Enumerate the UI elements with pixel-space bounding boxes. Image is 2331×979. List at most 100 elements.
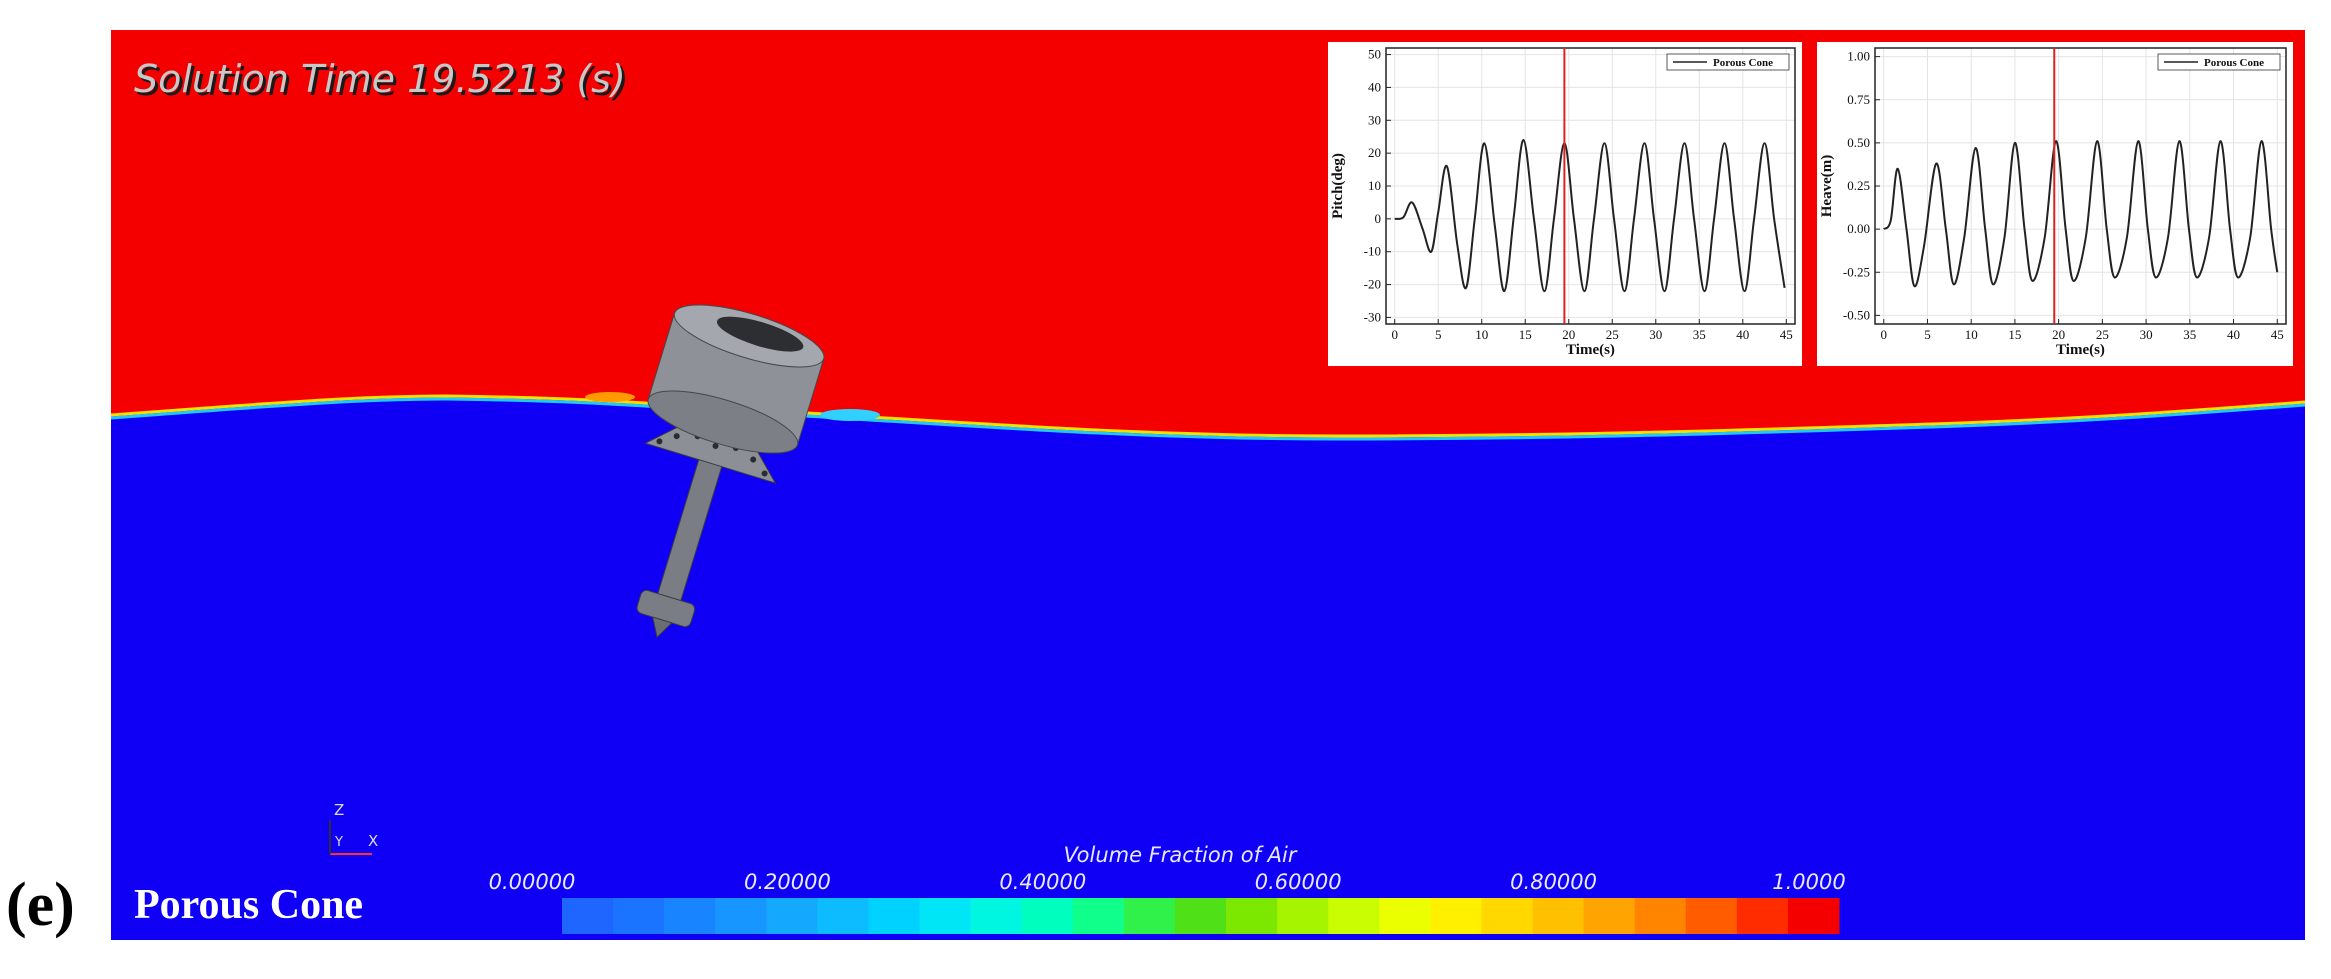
colorbar-band [1481, 898, 1534, 934]
x-tick-label: 15 [2008, 327, 2021, 342]
x-tick-label: 45 [1780, 327, 1793, 342]
x-tick-label: 30 [2140, 327, 2153, 342]
legend-box [1666, 53, 1790, 71]
y-tick-label: 0.00 [1847, 221, 1870, 236]
colorbar-tick-label: 0.20000 [744, 870, 831, 894]
x-tick-label: 0 [1391, 327, 1398, 342]
colorbar-band [1787, 898, 1840, 934]
y-tick-label: 50 [1368, 47, 1381, 62]
x-tick-label: 5 [1924, 327, 1931, 342]
x-tick-label: 0 [1880, 327, 1887, 342]
legend-label: Porous Cone [1713, 57, 1773, 69]
inset-charts: 0 5 10 15 20 25 30 35 40 45-30-20-1001020304050Ti… [1328, 42, 2293, 366]
colorbar-tick-label: 0.60000 [1255, 870, 1342, 894]
colorbar-band [562, 898, 614, 934]
x-tick-label: 45 [2271, 327, 2284, 342]
legend-box [2157, 53, 2281, 71]
colorbar-band [1328, 898, 1380, 934]
water-region [111, 396, 2305, 940]
colorbar-band [1532, 898, 1585, 934]
x-tick-label: 5 [1435, 327, 1442, 342]
solution-time-shadow: Solution Time 19.5213 (s) [137, 60, 629, 104]
colorbar-band [1379, 898, 1431, 934]
colorbar-title: Volume Fraction of Air [1064, 843, 1298, 867]
x-tick-label: 40 [1736, 327, 1749, 342]
splash [820, 409, 880, 421]
colorbar-band [970, 898, 1023, 934]
plot-frame [1874, 47, 2287, 325]
panel-label: (e) [6, 871, 75, 939]
y-axis-label: Heave(m) [1819, 155, 1835, 217]
x-tick-label: 40 [2227, 327, 2240, 342]
plot-frame [1385, 47, 1796, 325]
x-axis-label: Time(s) [2056, 342, 2105, 358]
x-tick-label: 35 [2183, 327, 2196, 342]
free-surface-edge [110, 397, 2306, 441]
y-tick-label: -0.25 [1843, 264, 1870, 279]
colorbar-band [1226, 898, 1278, 934]
free-surface [110, 394, 2306, 438]
buoy-tip [652, 616, 673, 639]
y-tick-label: 40 [1368, 79, 1381, 94]
colorbar-band [1021, 898, 1074, 934]
colorbar: 0.00000 0.20000 0.40000 0.60000 0.80000 1.000… [489, 870, 1846, 934]
case-name: Porous Cone [134, 882, 363, 928]
colorbar-tick-label: 0.80000 [1510, 870, 1597, 894]
y-tick-label: -30 [1364, 309, 1381, 324]
y-tick-label: 1.00 [1847, 49, 1870, 64]
colorbar-band [919, 898, 972, 934]
y-tick-label: 10 [1368, 178, 1381, 193]
x-tick-label: 20 [2052, 327, 2065, 342]
axes-triad: Z Y X [329, 801, 378, 855]
colorbar-band [715, 898, 767, 934]
y-tick-label: 0 [1375, 211, 1382, 226]
y-tick-label: 0.25 [1847, 178, 1870, 193]
y-tick-label: 0.75 [1847, 92, 1870, 107]
legend-label: Porous Cone [2204, 57, 2264, 69]
colorbar-tick-label: 1.0000 [1772, 870, 1845, 894]
x-tick-label: 35 [1693, 327, 1706, 342]
x-tick-label: 15 [1519, 327, 1532, 342]
x-tick-label: 30 [1649, 327, 1662, 342]
splash [585, 392, 635, 402]
series-line [1394, 138, 1786, 293]
triad-y: Y [334, 835, 343, 850]
float-opening [717, 316, 804, 352]
colorbar-band [1634, 898, 1687, 934]
x-tick-label: 25 [1606, 327, 1619, 342]
colorbar-band [1072, 898, 1125, 934]
y-tick-label: -10 [1364, 244, 1381, 259]
colorbar-band [1736, 898, 1789, 934]
colorbar-band [868, 898, 921, 934]
series-line [1882, 140, 2279, 288]
y-tick-label: 30 [1368, 112, 1381, 127]
colorbar-band [613, 898, 665, 934]
colorbar-band [766, 898, 818, 934]
colorbar-band [664, 898, 716, 934]
colorbar-band [1277, 898, 1329, 934]
colorbar-band [1430, 898, 1482, 934]
x-tick-label: 10 [1475, 327, 1488, 342]
colorbar-tick-label: 0.40000 [999, 870, 1086, 894]
triad-x: X [368, 832, 378, 850]
colorbar-band [1174, 898, 1227, 934]
y-tick-label: -20 [1364, 277, 1381, 292]
y-tick-label: 20 [1368, 145, 1381, 160]
x-tick-label: 20 [1562, 327, 1575, 342]
float-bottom [647, 390, 799, 454]
solution-time: Solution Time 19.5213 (s) [134, 57, 626, 101]
colorbar-band [1583, 898, 1636, 934]
colorbar-tick-label: 0.00000 [489, 870, 576, 894]
y-tick-label: 0.50 [1847, 135, 1870, 150]
colorbar-band [1123, 898, 1176, 934]
y-axis-label: Pitch(deg) [1330, 153, 1346, 219]
triad-z: Z [334, 801, 344, 819]
colorbar-band [1685, 898, 1738, 934]
colorbar-band [817, 898, 869, 934]
buoy [636, 304, 825, 639]
x-tick-label: 25 [2096, 327, 2109, 342]
x-axis-label: Time(s) [1566, 342, 1615, 358]
x-tick-label: 10 [1965, 327, 1978, 342]
